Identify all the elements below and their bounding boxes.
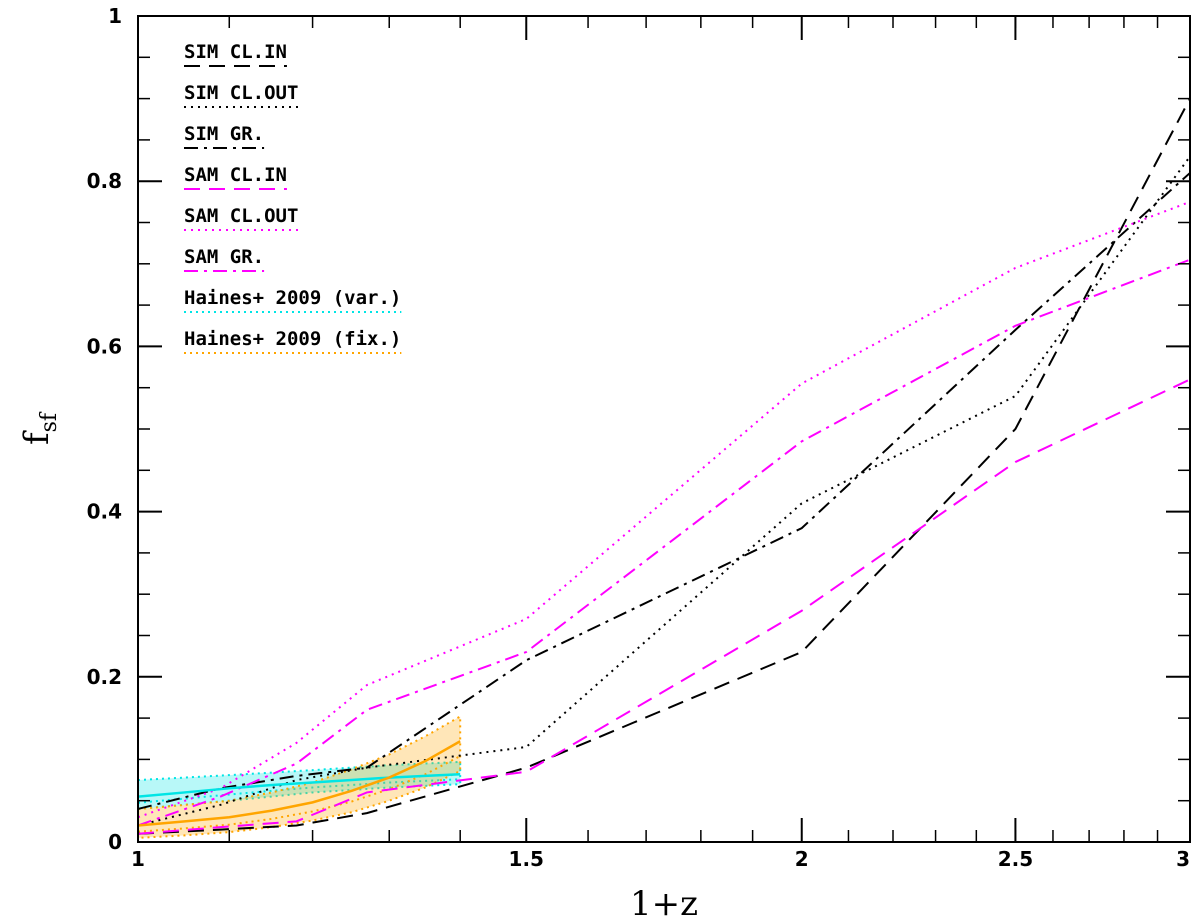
y-axis-label-sub: sf [37, 411, 62, 432]
series-line [137, 155, 1191, 827]
tick-labels: 1 1.5 2 2.5 3 0 0.2 0.4 0.6 0.8 1 [87, 4, 1190, 871]
x-tick-label: 1.5 [509, 847, 544, 871]
x-tick-label: 2.5 [998, 847, 1033, 871]
y-tick-label: 0.4 [87, 500, 122, 524]
series-lines [137, 98, 1191, 835]
series-line [137, 378, 1191, 835]
y-tick-label: 0.6 [87, 334, 122, 358]
legend-label: SAM GR. [184, 246, 264, 268]
legend-label: Haines+ 2009 (fix.) [184, 328, 401, 350]
y-axis-label-main: f [17, 430, 57, 445]
x-tick-label: 1 [131, 847, 145, 871]
series-line [137, 98, 1191, 835]
x-tick-label: 3 [1176, 847, 1190, 871]
legend-label: SAM CL.OUT [184, 205, 298, 227]
y-axis-label: fsf [17, 411, 62, 445]
legend-label: SIM GR. [184, 123, 264, 145]
legend-label: SIM CL.OUT [184, 82, 298, 104]
series-line [137, 740, 461, 827]
plot-frame [137, 15, 1191, 843]
x-tick-label: 2 [795, 847, 809, 871]
legend-label: SAM CL.IN [184, 164, 287, 186]
error-band [137, 714, 462, 839]
error-band-inner [137, 778, 461, 804]
series-line [137, 258, 1191, 827]
legend-label: SIM CL.IN [184, 41, 287, 63]
error-bands [137, 714, 462, 839]
legend-label: Haines+ 2009 (var.) [184, 287, 401, 309]
y-tick-label: 0 [108, 830, 122, 854]
error-band-inner [137, 755, 461, 833]
legend: SIM CL.IN SIM CL.OUT SIM GR. SAM CL.IN SAM C… [184, 41, 402, 354]
series-line [137, 773, 461, 798]
x-axis-label: 1+z [630, 884, 698, 923]
y-tick-label: 0.8 [87, 169, 122, 193]
y-tick-label: 0.2 [87, 665, 122, 689]
y-tick-label: 1 [108, 4, 122, 28]
axis-ticks [137, 15, 1191, 843]
series-line [137, 172, 1191, 810]
